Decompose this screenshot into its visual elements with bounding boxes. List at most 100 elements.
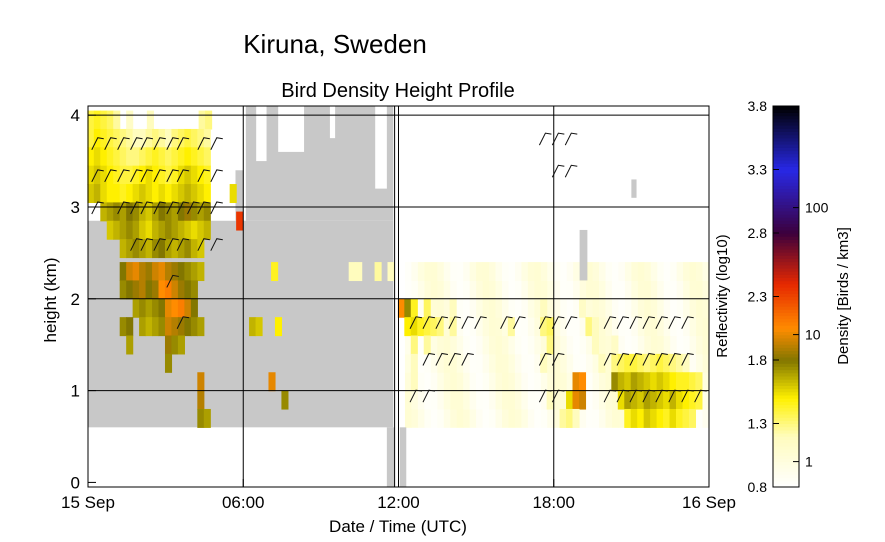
low-density-cell: [469, 372, 477, 392]
wind-barb-shaft: [538, 132, 552, 146]
density-cell: [119, 317, 127, 337]
wind-barb: [616, 389, 630, 403]
density-cell: [630, 353, 638, 373]
density-cell: [203, 184, 211, 203]
density-cell: [145, 262, 153, 282]
density-cell: [682, 408, 690, 428]
density-cell: [145, 202, 153, 222]
colorbar-band: [773, 118, 799, 123]
low-density-cell: [540, 335, 548, 355]
colorbar-band: [773, 477, 799, 482]
low-density-cell: [579, 335, 587, 355]
wind-barb: [176, 316, 190, 329]
wind-barb: [176, 201, 190, 215]
colorbar-band: [773, 236, 799, 240]
density-cell: [152, 184, 160, 203]
low-density-cell: [599, 408, 606, 428]
colorbar-left-tick-label: 3.3: [748, 162, 768, 178]
low-density-cell: [553, 353, 561, 373]
low-density-cell: [450, 280, 458, 300]
density-cell: [132, 147, 140, 167]
colorbar-band: [773, 315, 799, 320]
low-density-cell: [502, 262, 509, 281]
density-cell: [100, 110, 108, 130]
wind-barb: [117, 137, 130, 150]
low-density-cell: [592, 262, 600, 281]
wind-barb-shaft: [91, 169, 104, 183]
low-density-cell: [560, 262, 568, 281]
wind-barb-shaft: [409, 316, 423, 329]
density-cell: [197, 390, 205, 410]
colorbar-band: [773, 369, 799, 374]
wind-barb: [551, 164, 565, 178]
density-cell: [177, 220, 185, 240]
wind-barb-shaft: [681, 352, 694, 366]
wind-barb-shaft: [603, 316, 617, 329]
colorbar-right-tick-label: 100: [805, 200, 829, 216]
colorbar-band: [773, 185, 799, 190]
low-density-cell: [489, 408, 497, 428]
density-cell: [152, 239, 160, 259]
density-cell: [271, 262, 279, 282]
low-density-cell: [560, 353, 568, 373]
low-density-cell: [527, 280, 535, 300]
low-density-cell: [560, 335, 568, 355]
low-density-cell: [540, 408, 548, 428]
low-density-cell: [586, 372, 594, 392]
low-density-cell: [495, 298, 503, 318]
density-cell: [132, 280, 140, 300]
low-density-cell: [592, 298, 600, 318]
density-cell: [656, 408, 664, 428]
wind-barb-shaft: [210, 201, 223, 215]
density-cell: [682, 353, 690, 373]
low-density-cell: [476, 390, 484, 410]
density-cell: [572, 372, 580, 392]
density-cell: [158, 202, 166, 222]
low-density-cell: [489, 390, 497, 410]
low-density-cell: [476, 317, 484, 337]
density-cell: [171, 184, 179, 203]
colorbar-band: [773, 159, 799, 164]
density-cell: [184, 262, 192, 282]
wind-barb: [140, 201, 154, 215]
low-density-cell: [553, 390, 561, 410]
density-cell: [184, 317, 192, 337]
density-cell: [158, 280, 166, 300]
density-cell: [113, 184, 121, 203]
density-cell: [171, 298, 179, 318]
density-cell: [643, 372, 651, 392]
low-density-cell: [437, 280, 445, 300]
colorbar-right-tick-label: 1: [805, 454, 813, 470]
low-density-cell: [702, 353, 710, 373]
low-density-cell: [463, 317, 471, 337]
wind-barb-shaft: [130, 169, 143, 183]
wind-barb-shaft: [197, 169, 210, 183]
low-density-cell: [456, 408, 464, 428]
low-density-cell: [527, 298, 535, 318]
wind-barb-shaft: [140, 169, 154, 183]
low-density-cell: [573, 317, 581, 337]
wind-barb: [551, 132, 565, 146]
low-density-cell: [689, 280, 697, 300]
density-cell: [100, 128, 108, 148]
colorbar-band: [773, 455, 799, 460]
colorbar-band: [773, 194, 799, 199]
low-density-cell: [502, 408, 509, 428]
low-density-cell: [456, 317, 464, 337]
low-density-cell: [527, 317, 535, 337]
low-density-cell: [637, 317, 645, 337]
density-cell: [348, 262, 356, 282]
low-density-cell: [411, 280, 419, 300]
low-density-cell: [469, 298, 477, 318]
density-cell: [119, 220, 127, 240]
density-cell: [190, 202, 198, 222]
low-density-cell: [450, 372, 458, 392]
low-density-cell: [404, 408, 412, 428]
density-cell: [650, 353, 658, 373]
low-density-cell: [534, 262, 542, 281]
low-density-cell: [443, 353, 451, 373]
density-cell: [100, 184, 108, 203]
density-cell: [119, 147, 127, 167]
wind-barb: [176, 137, 190, 150]
low-density-cell: [611, 298, 619, 318]
